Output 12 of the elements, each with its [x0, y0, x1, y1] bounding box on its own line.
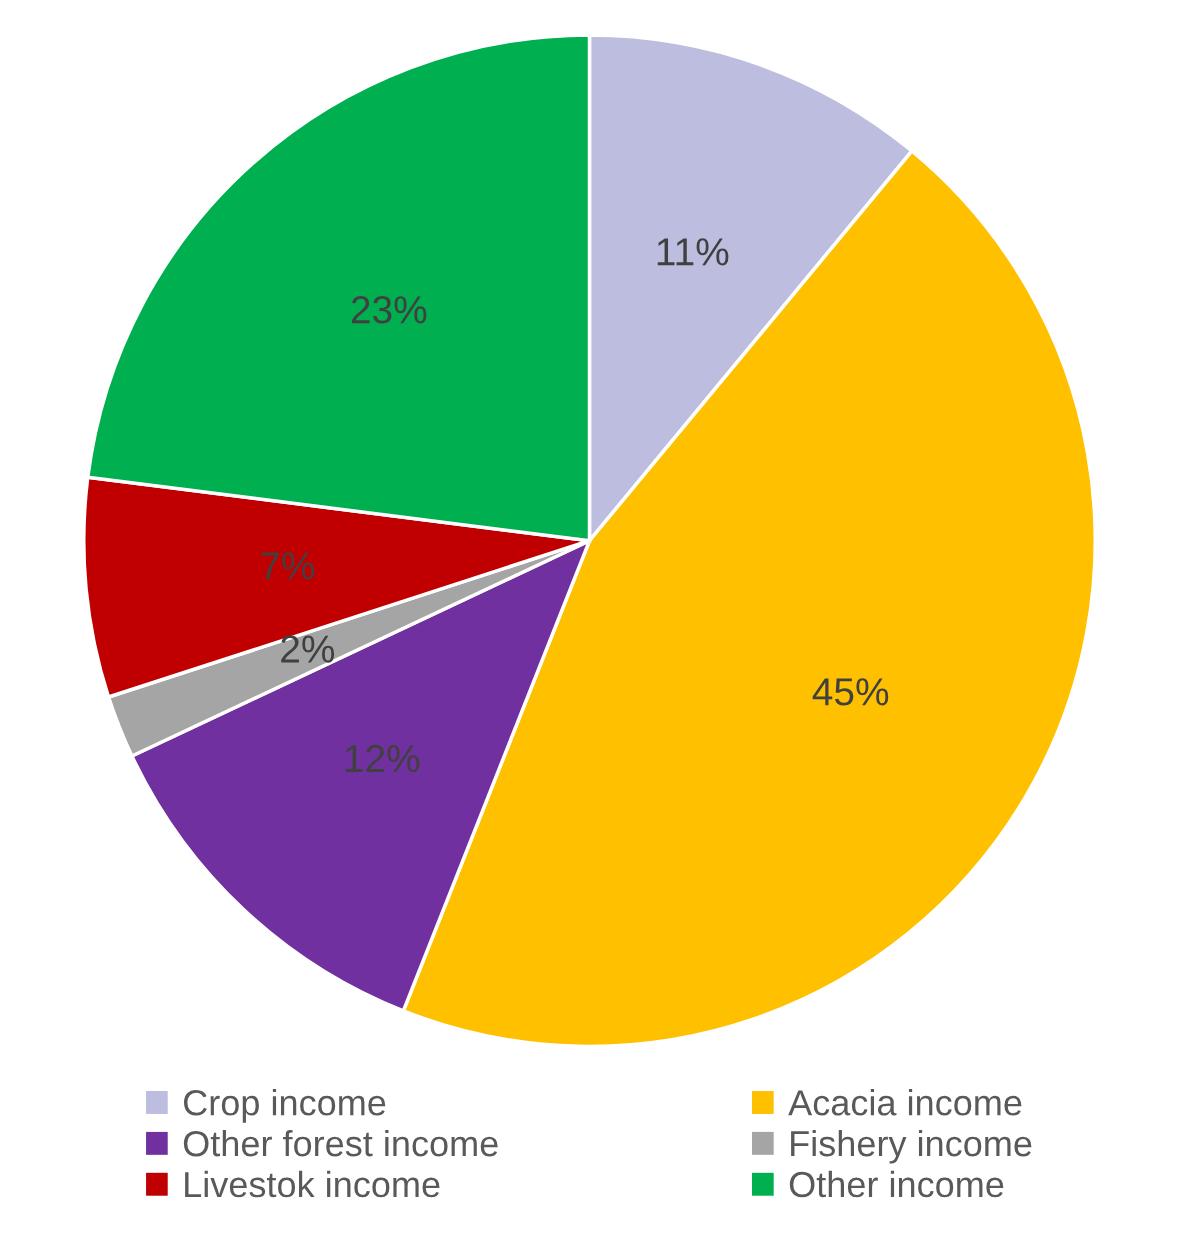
data-label: 12%	[345, 744, 420, 773]
legend-label: Livestok income	[185, 1170, 440, 1198]
data-label: 2%	[281, 635, 335, 663]
data-label: 23%	[351, 295, 427, 324]
legend-label: Acacia income	[788, 1089, 1022, 1116]
data-label: 7%	[261, 552, 315, 580]
data-label: 11%	[657, 238, 729, 266]
legend-label: Other income	[789, 1170, 1004, 1198]
legend-label: Crop income	[184, 1089, 386, 1123]
legend-label: Other forest income	[183, 1129, 498, 1157]
data-label: 45%	[812, 678, 889, 706]
legend-label: Fishery income	[791, 1129, 1032, 1164]
